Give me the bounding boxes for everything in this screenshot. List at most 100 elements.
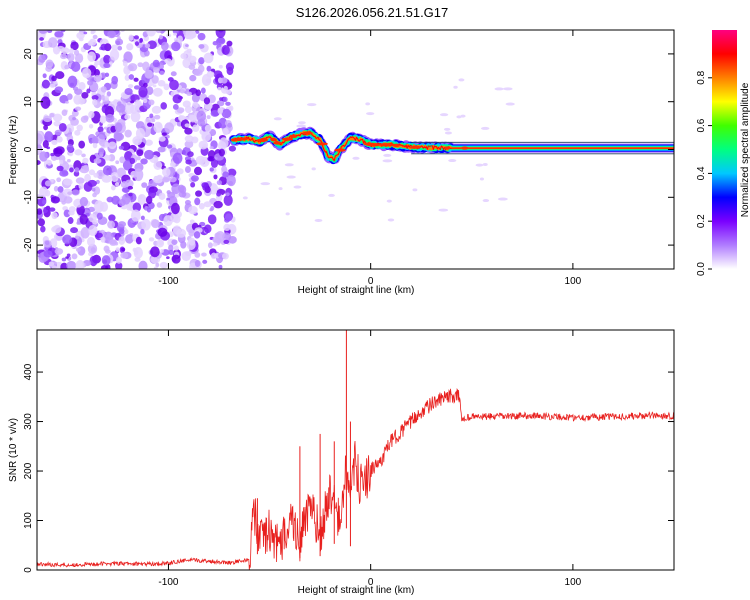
noise-blob [64, 64, 70, 70]
noise-blob [157, 146, 166, 153]
noise-blob [185, 44, 189, 48]
noise-blob [78, 140, 86, 149]
noise-blob [98, 131, 107, 140]
noise-blob [71, 189, 80, 196]
noise-blob [206, 65, 212, 72]
noise-blob [216, 100, 225, 107]
noise-blob [54, 198, 59, 203]
noise-blob [207, 242, 213, 249]
noise-blob [87, 79, 94, 86]
noise-blob-faint [458, 78, 465, 82]
noise-blob [109, 49, 120, 61]
noise-blob [176, 168, 184, 175]
noise-blob [50, 152, 55, 157]
noise-blob [184, 123, 190, 128]
noise-blob [157, 227, 168, 237]
noise-blob-faint [285, 212, 290, 216]
noise-blob [100, 43, 108, 51]
noise-blob [73, 94, 82, 105]
noise-blob [93, 74, 102, 82]
noise-blob [104, 95, 109, 101]
noise-blob [130, 209, 141, 222]
noise-blob [97, 126, 104, 133]
noise-blob-faint [439, 113, 449, 117]
noise-blob [88, 123, 94, 129]
noise-blob [39, 151, 48, 162]
noise-blob [89, 255, 98, 267]
noise-blob [225, 101, 231, 106]
noise-blob [119, 156, 126, 164]
noise-blob [135, 99, 140, 105]
noise-blob [114, 132, 124, 141]
noise-blob [157, 79, 166, 87]
noise-blob [198, 57, 205, 65]
noise-blob [184, 199, 191, 206]
spectrogram-ylabel: Frequency (Hz) [8, 116, 19, 185]
noise-blob [118, 228, 125, 235]
noise-blob [47, 30, 53, 34]
noise-blob [142, 61, 150, 72]
noise-blob [219, 137, 229, 149]
noise-blob [75, 247, 81, 252]
noise-blob [129, 157, 136, 165]
noise-blob [172, 152, 183, 164]
noise-blob [178, 115, 186, 121]
colorbar-tick-label: 0.2 [696, 214, 707, 228]
noise-blob [118, 145, 125, 150]
noise-blob [42, 140, 49, 149]
noise-blob [71, 110, 79, 117]
snr-xtick-label: -100 [158, 577, 178, 588]
noise-blob [92, 98, 98, 106]
noise-blob [37, 208, 43, 215]
noise-blob [171, 41, 181, 52]
noise-blob [210, 110, 220, 117]
noise-blob [53, 80, 58, 85]
noise-blob [198, 44, 205, 49]
noise-blob [53, 185, 59, 192]
noise-blob [222, 128, 229, 136]
noise-blob [139, 37, 144, 43]
noise-blob [141, 218, 151, 231]
noise-blob [94, 60, 101, 66]
noise-blob [56, 177, 62, 183]
noise-blob [86, 88, 91, 94]
noise-blob [228, 105, 234, 112]
noise-blob [44, 131, 54, 143]
noise-blob [100, 236, 106, 243]
noise-blob [44, 240, 50, 246]
noise-blob [151, 118, 156, 123]
noise-blob [43, 206, 49, 215]
noise-blob [209, 146, 214, 150]
noise-blob [75, 235, 80, 240]
noise-blob [92, 142, 98, 149]
noise-blob-faint [386, 199, 392, 203]
noise-blob [201, 182, 209, 189]
noise-blob [172, 32, 178, 36]
noise-blob [194, 251, 201, 258]
snr-ytick-label: 0 [23, 567, 34, 573]
noise-blob-faint [365, 102, 371, 106]
noise-blob [115, 103, 126, 113]
noise-blob [60, 262, 68, 269]
noise-blob [41, 79, 51, 89]
noise-blob [126, 43, 134, 51]
noise-blob [133, 247, 143, 259]
noise-blob [168, 249, 175, 255]
noise-blob [204, 124, 212, 133]
noise-blob [72, 116, 77, 121]
noise-blob [105, 113, 115, 123]
ridge-hotspot [461, 146, 469, 150]
noise-blob [146, 30, 157, 37]
noise-blob [221, 108, 232, 119]
noise-blob [172, 225, 182, 235]
noise-blob [152, 84, 157, 88]
noise-blob [74, 53, 84, 64]
noise-blob [117, 221, 127, 228]
noise-blob [111, 44, 119, 51]
noise-blob [60, 30, 66, 33]
noise-blob [67, 217, 74, 225]
noise-blob [37, 160, 41, 165]
noise-blob [152, 59, 160, 68]
noise-blob [130, 111, 141, 123]
noise-blob [213, 200, 223, 209]
